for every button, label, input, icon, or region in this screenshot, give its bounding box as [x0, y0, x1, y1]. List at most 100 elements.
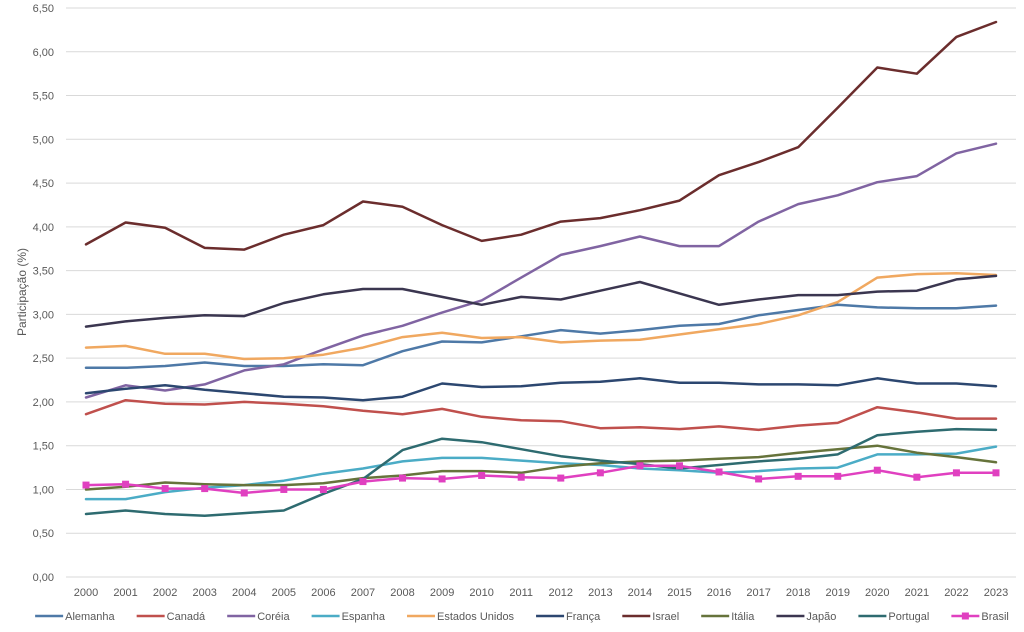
- x-tick-label: 2007: [351, 587, 375, 599]
- data-point-marker: [359, 478, 367, 486]
- legend-label: Israel: [652, 611, 679, 623]
- legend-marker: [961, 612, 969, 620]
- y-tick-label: 4,50: [33, 178, 54, 190]
- x-tick-label: 2016: [707, 587, 731, 599]
- series-line: [84, 377, 998, 402]
- series-line: [84, 398, 998, 432]
- legend-item: Brasil: [951, 611, 1009, 623]
- x-tick-label: 2010: [469, 587, 493, 599]
- data-point-marker: [715, 468, 723, 476]
- data-point-marker: [161, 485, 169, 493]
- x-tick-label: 2019: [825, 587, 849, 599]
- y-tick-label: 3,00: [33, 309, 54, 321]
- x-tick-label: 2008: [390, 587, 414, 599]
- legend-label: Canadá: [167, 611, 206, 623]
- legend-item: Coréia: [227, 611, 290, 623]
- gridlines: [66, 7, 1016, 578]
- data-point-marker: [478, 471, 486, 479]
- series-line: [84, 427, 998, 517]
- x-tick-label: 2022: [944, 587, 968, 599]
- data-point-marker: [675, 462, 683, 470]
- data-point-marker: [557, 474, 565, 482]
- x-tick-label: 2021: [905, 587, 929, 599]
- series-coréia: [84, 142, 998, 399]
- series-canadá: [84, 398, 998, 432]
- x-tick-label: 2011: [509, 587, 533, 599]
- data-point-marker: [319, 485, 327, 493]
- legend-label: França: [566, 611, 601, 623]
- y-tick-label: 6,00: [33, 47, 54, 59]
- x-axis-ticks: 2000 2001 2002 2003 2004 2005 2006 2007 2008 2009…: [74, 587, 1008, 599]
- legend-label: Alemanha: [65, 611, 115, 623]
- series-line: [84, 271, 998, 361]
- x-tick-label: 2013: [588, 587, 612, 599]
- legend-item: Itália: [701, 611, 755, 623]
- legend-item: Espanha: [311, 611, 386, 623]
- x-tick-label: 2014: [628, 587, 652, 599]
- legend-item: França: [536, 611, 601, 623]
- y-tick-label: 4,00: [33, 222, 54, 234]
- series-estados-unidos: [84, 271, 998, 361]
- legend-item: Alemanha: [35, 611, 116, 623]
- x-tick-label: 2001: [113, 587, 137, 599]
- legend: Alemanha Canadá Coréia Espanha Estados Unido…: [35, 611, 1009, 623]
- y-axis-title: Participação (%): [15, 248, 29, 336]
- legend-item: Canadá: [136, 611, 206, 623]
- legend-label: Estados Unidos: [437, 611, 515, 623]
- x-tick-label: 2017: [746, 587, 770, 599]
- series-israel: [84, 20, 998, 251]
- series-line: [84, 20, 998, 251]
- data-point-marker: [755, 475, 763, 483]
- series-alemanha: [84, 303, 998, 370]
- data-point-marker: [913, 473, 921, 481]
- x-tick-label: 2020: [865, 587, 889, 599]
- x-tick-label: 2009: [430, 587, 454, 599]
- legend-item: Israel: [622, 611, 679, 623]
- series-frança: [84, 377, 998, 402]
- series-lines: [82, 20, 1000, 517]
- series-brasil: [82, 462, 1000, 497]
- legend-label: Coréia: [257, 611, 290, 623]
- y-tick-label: 0,50: [33, 528, 54, 540]
- series-line: [84, 142, 998, 399]
- series-portugal: [84, 427, 998, 517]
- series-line: [84, 464, 998, 495]
- data-point-marker: [399, 474, 407, 482]
- x-tick-label: 2023: [984, 587, 1008, 599]
- legend-item: Japão: [776, 611, 836, 623]
- legend-label: Japão: [806, 611, 836, 623]
- legend-label: Itália: [731, 611, 755, 623]
- x-tick-label: 2006: [311, 587, 335, 599]
- x-tick-label: 2003: [192, 587, 216, 599]
- x-tick-label: 2000: [74, 587, 98, 599]
- series-line: [84, 444, 998, 491]
- data-point-marker: [438, 475, 446, 483]
- legend-item: Estados Unidos: [407, 611, 515, 623]
- y-tick-label: 6,50: [33, 3, 54, 15]
- y-axis-ticks: 0,00 0,50 1,00 1,50 2,00 2,50 3,00 3,50 4,00 4,50…: [33, 3, 54, 584]
- x-tick-label: 2012: [549, 587, 573, 599]
- data-point-marker: [992, 469, 1000, 477]
- x-tick-label: 2005: [272, 587, 296, 599]
- data-point-marker: [122, 480, 130, 488]
- legend-label: Brasil: [981, 611, 1009, 623]
- y-tick-label: 0,00: [33, 572, 54, 584]
- data-point-marker: [240, 489, 248, 497]
- y-tick-label: 2,00: [33, 397, 54, 409]
- data-point-marker: [636, 462, 644, 470]
- series-japão: [84, 274, 998, 328]
- data-point-marker: [82, 481, 90, 489]
- legend-item: Portugal: [858, 611, 929, 623]
- data-point-marker: [596, 469, 604, 477]
- data-point-marker: [280, 485, 288, 493]
- series-itália: [84, 444, 998, 491]
- x-tick-label: 2004: [232, 587, 256, 599]
- y-tick-label: 5,50: [33, 91, 54, 103]
- x-tick-label: 2015: [667, 587, 691, 599]
- data-point-marker: [834, 472, 842, 480]
- data-point-marker: [517, 473, 525, 481]
- y-tick-label: 3,50: [33, 266, 54, 278]
- x-tick-label: 2002: [153, 587, 177, 599]
